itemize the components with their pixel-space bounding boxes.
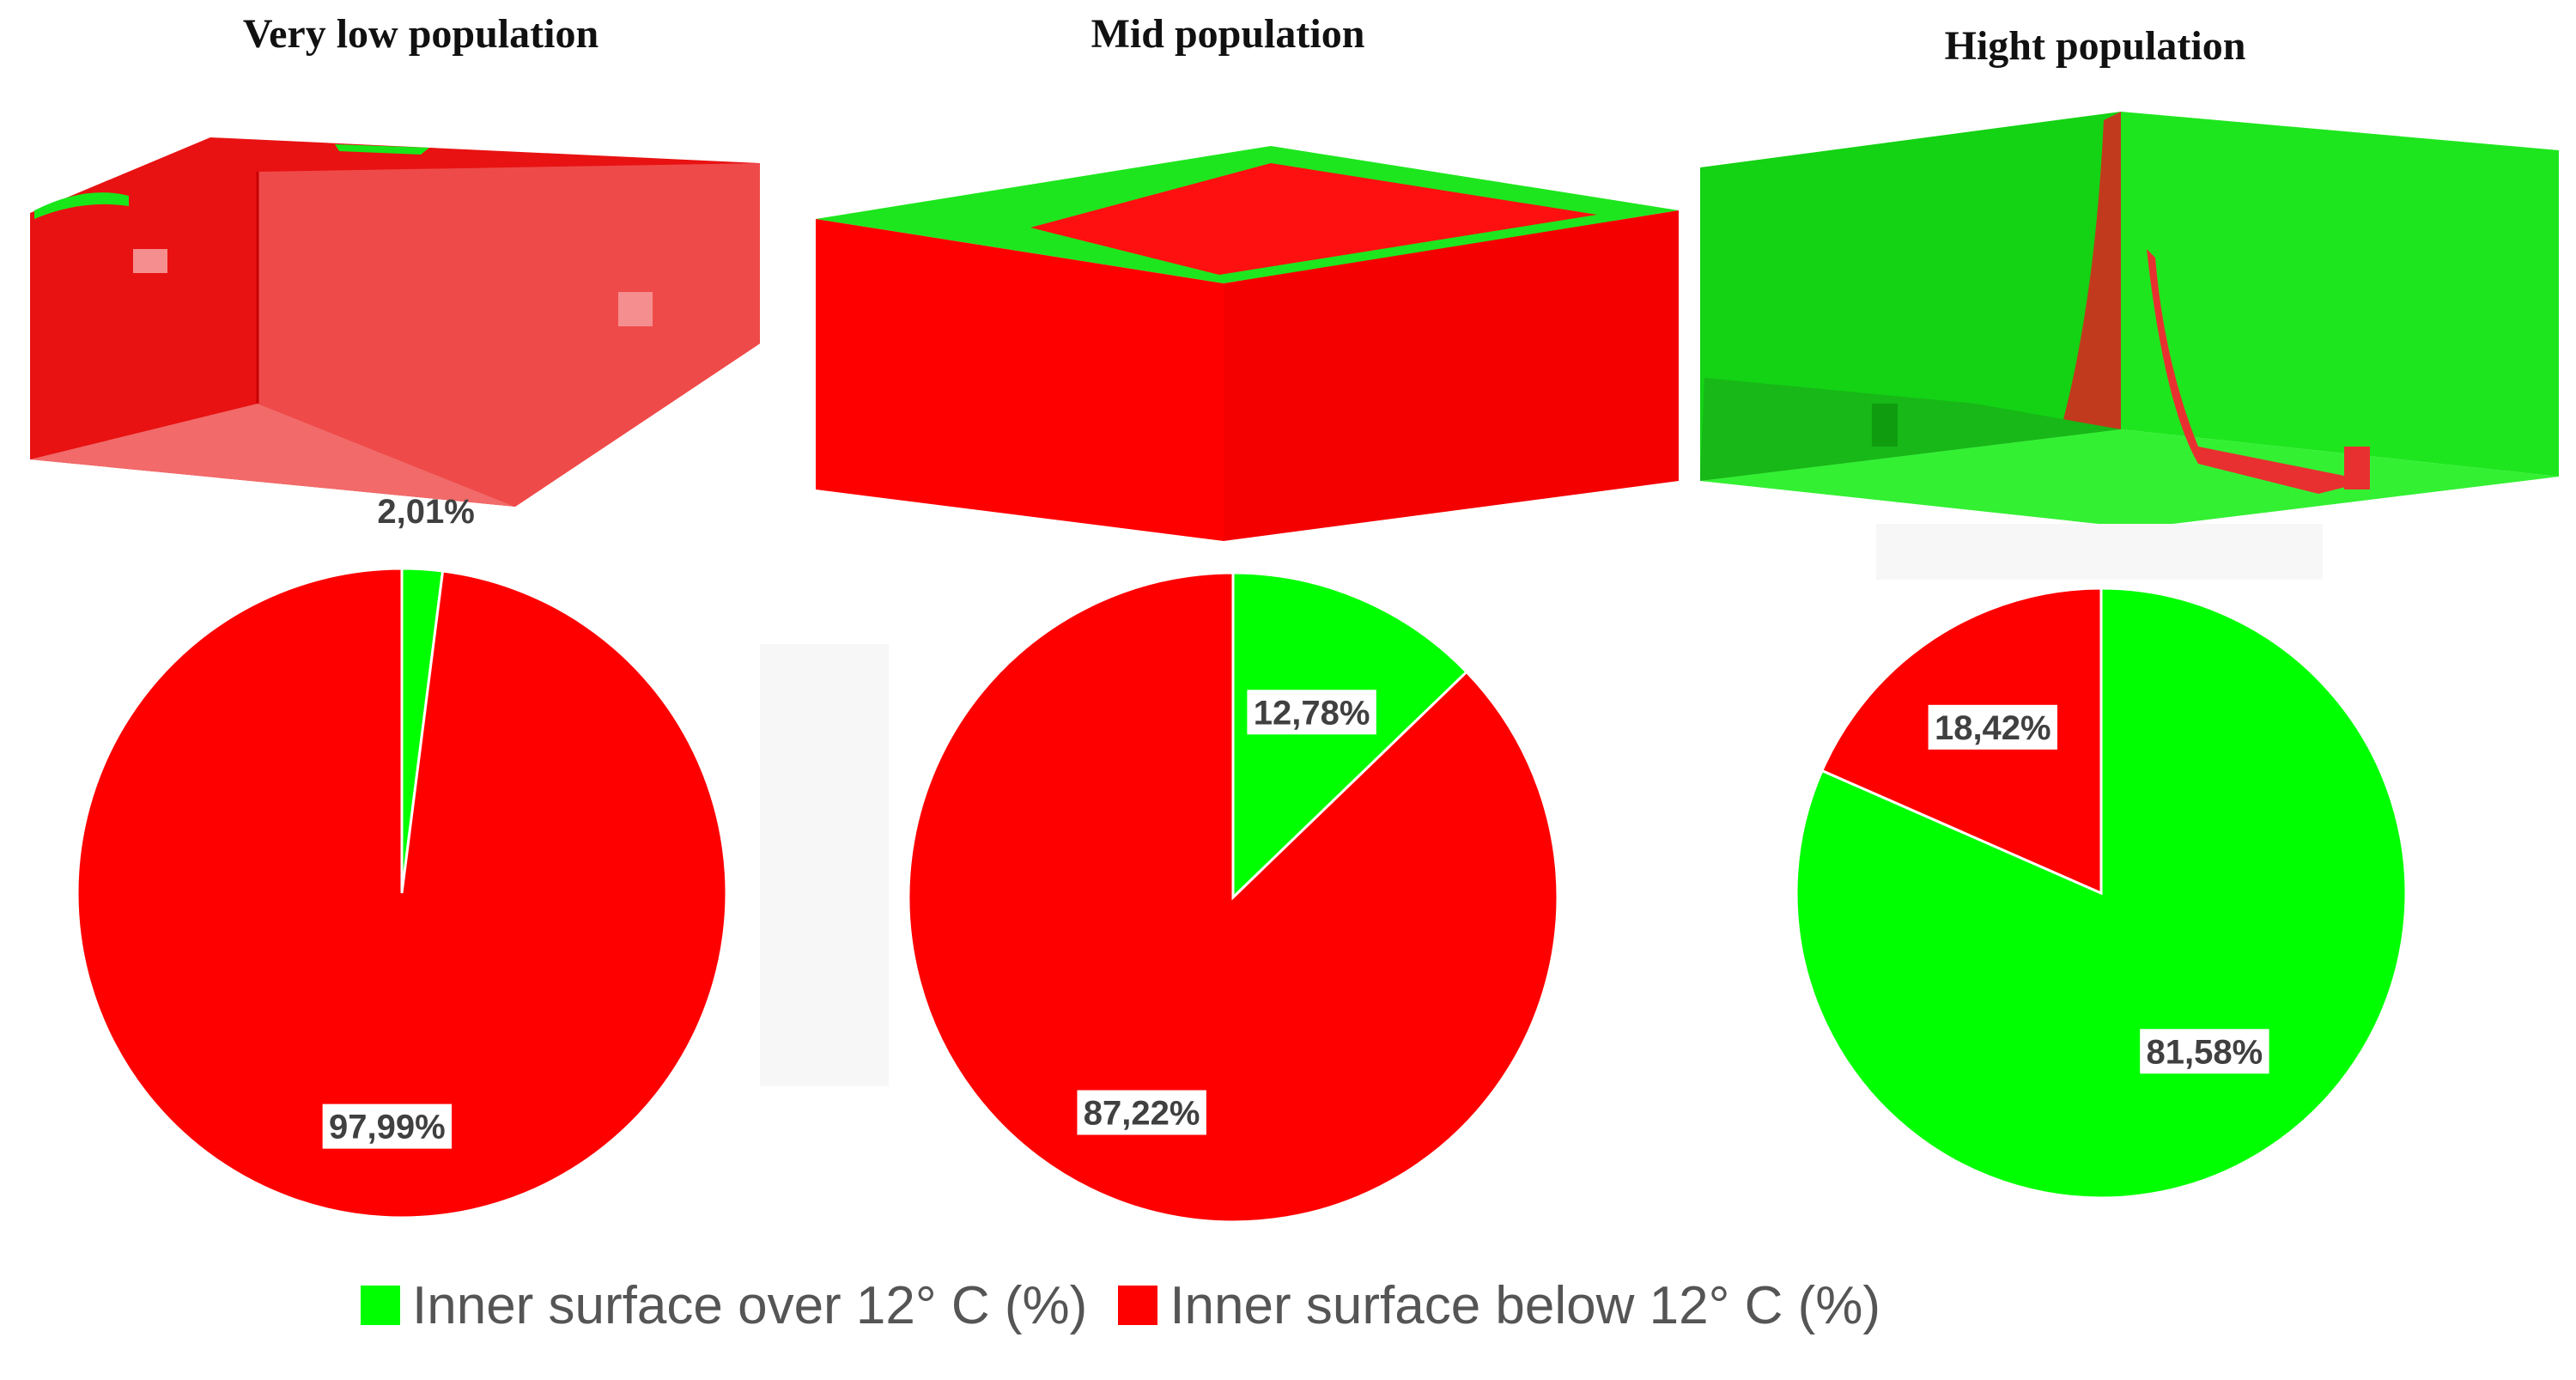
room-render-mid: [816, 146, 1679, 541]
legend-item-over: Inner surface over 12° C (%): [361, 1275, 1087, 1336]
data-label: 87,22%: [1084, 1095, 1200, 1133]
faint-patch: [760, 644, 889, 1086]
legend-swatch-over: [361, 1286, 400, 1325]
legend: Inner surface over 12° C (%) Inner surfa…: [361, 1271, 1880, 1340]
pie-chart-1: 12,78% 87,22%: [907, 571, 1559, 1224]
pie-chart-2: 81,58% 18,42%: [1795, 587, 2408, 1200]
data-label: 2,01%: [377, 493, 474, 531]
pie-slice-over: [1231, 571, 1469, 901]
data-label-box: [322, 1103, 453, 1149]
faint-patch: [1876, 524, 2323, 580]
data-label-box: [1077, 1090, 1206, 1135]
data-label-box: [2140, 1029, 2269, 1074]
pie-chart-0: 2,01% 97,99%: [76, 493, 728, 1219]
legend-item-below: Inner surface below 12° C (%): [1118, 1275, 1880, 1336]
data-label: 81,58%: [2147, 1033, 2263, 1071]
pie-slice-below: [76, 567, 728, 1219]
data-label: 18,42%: [1935, 709, 2051, 747]
legend-label-over: Inner surface over 12° C (%): [412, 1275, 1088, 1335]
legend-label-below: Inner surface below 12° C (%): [1170, 1275, 1881, 1335]
pie-slice-below: [907, 571, 1559, 1224]
room-render-high: [1700, 112, 2559, 528]
data-label-box: [1247, 690, 1376, 735]
legend-swatch-below: [1118, 1286, 1158, 1325]
data-label-box: [1928, 704, 2057, 750]
panel-title-high: Hight population: [1944, 23, 2246, 69]
room-render-very-low: [30, 137, 760, 507]
data-label: 12,78%: [1254, 694, 1370, 732]
panel-title-very-low: Very low population: [242, 11, 599, 57]
data-label: 97,99%: [329, 1109, 446, 1146]
panel-title-mid: Mid population: [1091, 11, 1365, 57]
